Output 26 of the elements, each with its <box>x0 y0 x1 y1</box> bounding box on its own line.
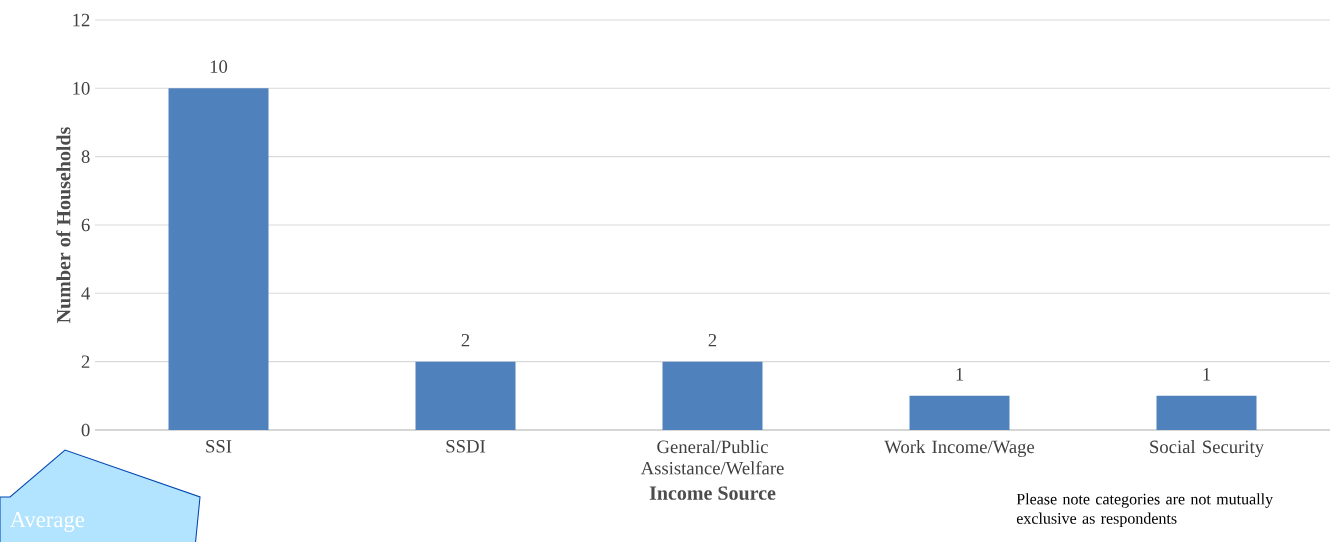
x-tick-label: SSI <box>206 440 232 453</box>
bar <box>168 88 269 430</box>
y-tick-label: 4 <box>81 287 91 300</box>
x-tick-label: General/Public Assistance/Welfare <box>640 440 784 475</box>
y-tick-label: 12 <box>73 13 90 27</box>
bar <box>909 395 1010 430</box>
y-tick-label: 0 <box>81 423 90 437</box>
bar <box>662 361 763 430</box>
text: Please note categories are not mutually exclusive as respondents <box>1016 493 1274 528</box>
data-label: 10 <box>210 60 228 73</box>
y-tick-label: 6 <box>81 218 90 232</box>
x-axis-title: Income Source <box>649 486 776 500</box>
y-tick-label: 2 <box>81 355 90 368</box>
y-axis-title: Number of Households <box>56 127 71 323</box>
data-label: 1 <box>1203 368 1211 381</box>
x-tick-label: Work Income/Wage <box>884 440 1035 458</box>
x-tick-label: Social Security <box>1150 440 1264 458</box>
data-label: 2 <box>461 333 470 347</box>
y-tick-label: 10 <box>73 82 90 95</box>
data-label: 2 <box>708 333 717 347</box>
bar <box>1156 395 1257 430</box>
y-tick-label: 8 <box>81 150 90 163</box>
data-label: 1 <box>956 368 964 381</box>
x-tick-label: SSDI <box>446 440 486 453</box>
text: Average <box>9 512 85 532</box>
bar <box>415 361 516 430</box>
